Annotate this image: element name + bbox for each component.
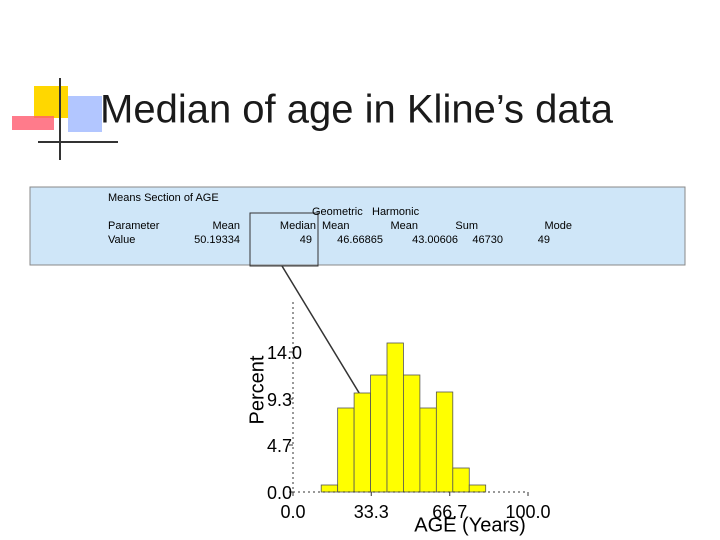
- table-header: Mean: [322, 220, 350, 232]
- table-cell: 49: [300, 234, 312, 246]
- table-header: Mode: [544, 220, 572, 232]
- table-caption: Means Section of AGE: [108, 192, 219, 204]
- decor: [68, 96, 102, 132]
- bar: [419, 407, 437, 493]
- bar: [435, 391, 454, 493]
- x-tick-label: 100.0: [505, 502, 550, 522]
- bar: [353, 392, 371, 493]
- table: Geometric Harmonic Parameter Mean Median Mean…: [108, 206, 572, 246]
- bar: [370, 374, 388, 493]
- table-cell: Value: [108, 234, 135, 246]
- slide-title: Median of age in Kline’s data: [100, 88, 614, 132]
- bar: [386, 342, 404, 493]
- y-tick-label: 0.0: [267, 483, 292, 503]
- y-tick-label: 4.7: [267, 436, 292, 456]
- table-header: Median: [280, 220, 316, 232]
- table-panel: [29, 186, 686, 266]
- decor: [34, 86, 68, 118]
- bar: [403, 374, 421, 493]
- decor: [12, 116, 54, 130]
- bar: [452, 467, 470, 493]
- table-cell: 46730: [472, 234, 503, 246]
- table-header: Harmonic: [372, 206, 420, 218]
- table-cell: 50.19334: [194, 234, 240, 246]
- x-tick-label: 66.7: [432, 502, 467, 522]
- table-header: Sum: [455, 220, 478, 232]
- bar: [320, 484, 339, 493]
- y-tick-label: 9.3: [267, 390, 292, 410]
- bar: [337, 407, 355, 493]
- table-cell: 43.00606: [412, 234, 458, 246]
- y-tick-label: 14.0: [267, 343, 302, 363]
- highlight-box: [249, 212, 319, 267]
- x-tick-label: 33.3: [354, 502, 389, 522]
- table-header: Mean: [390, 220, 418, 232]
- x-axis-label: AGE (Years): [414, 514, 526, 536]
- table-cell: 49: [538, 234, 550, 246]
- table-header: Geometric: [312, 206, 363, 218]
- table-header: Parameter: [108, 220, 160, 232]
- table-cell: 46.66865: [337, 234, 383, 246]
- table-header: Mean: [212, 220, 240, 232]
- bar: [468, 484, 487, 493]
- x-tick-label: 0.0: [280, 502, 305, 522]
- y-axis-label: Percent: [246, 355, 268, 424]
